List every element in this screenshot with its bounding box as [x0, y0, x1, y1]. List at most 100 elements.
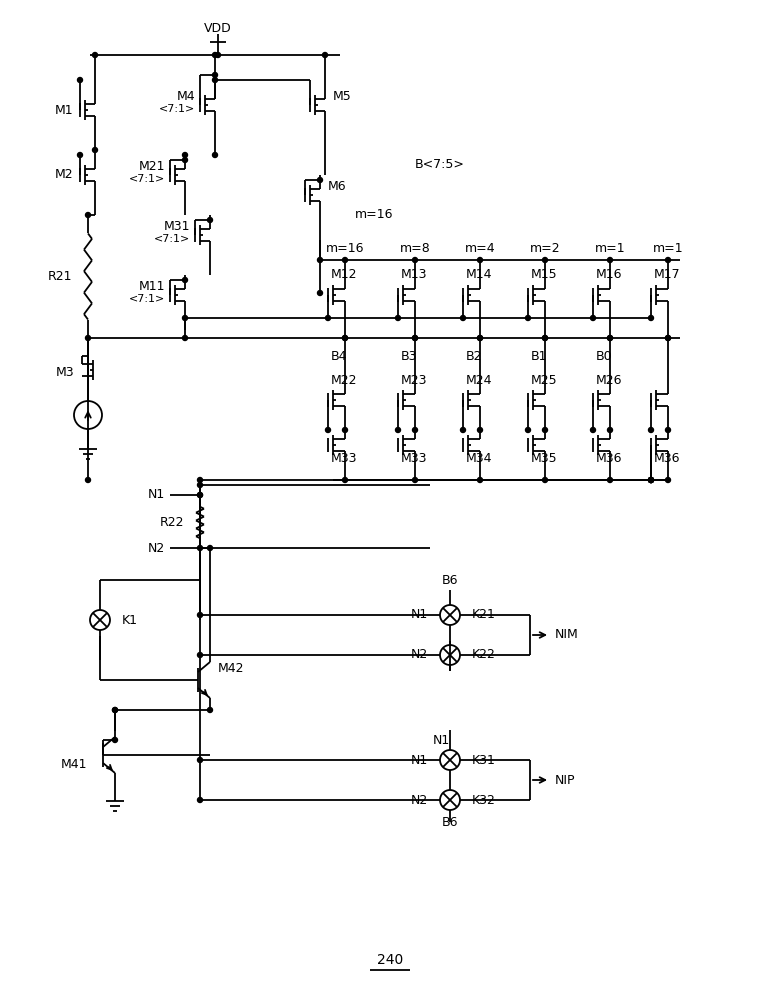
Circle shape — [342, 428, 348, 432]
Circle shape — [648, 478, 654, 483]
Text: M35: M35 — [531, 452, 557, 466]
Circle shape — [197, 546, 203, 550]
Circle shape — [113, 708, 117, 712]
Circle shape — [608, 257, 612, 262]
Text: B4: B4 — [331, 350, 347, 362]
Circle shape — [477, 336, 483, 340]
Text: K1: K1 — [122, 613, 138, 626]
Circle shape — [318, 290, 322, 296]
Text: M36: M36 — [596, 452, 622, 466]
Circle shape — [86, 213, 90, 218]
Circle shape — [86, 336, 90, 340]
Circle shape — [197, 492, 203, 497]
Circle shape — [207, 218, 213, 223]
Circle shape — [197, 483, 203, 488]
Text: M33: M33 — [331, 452, 358, 466]
Circle shape — [197, 652, 203, 658]
Circle shape — [665, 336, 671, 340]
Circle shape — [543, 428, 547, 432]
Circle shape — [342, 478, 348, 483]
Text: K31: K31 — [472, 754, 496, 766]
Circle shape — [197, 492, 203, 497]
Text: <7:1>: <7:1> — [129, 294, 165, 304]
Text: M16: M16 — [596, 268, 622, 282]
Text: M17: M17 — [654, 268, 681, 282]
Circle shape — [526, 428, 530, 432]
Text: M11: M11 — [139, 280, 165, 294]
Circle shape — [113, 708, 117, 712]
Circle shape — [608, 428, 612, 432]
Text: <7:1>: <7:1> — [159, 104, 195, 114]
Circle shape — [342, 336, 348, 340]
Text: M2: M2 — [55, 168, 73, 182]
Circle shape — [648, 478, 654, 483]
Circle shape — [213, 73, 217, 78]
Circle shape — [477, 257, 483, 262]
Text: B1: B1 — [530, 350, 547, 362]
Text: B6: B6 — [442, 816, 458, 828]
Text: B3: B3 — [401, 350, 417, 362]
Circle shape — [207, 708, 213, 712]
Circle shape — [197, 612, 203, 617]
Text: M13: M13 — [401, 268, 427, 282]
Text: m=1: m=1 — [594, 241, 625, 254]
Circle shape — [318, 178, 322, 182]
Circle shape — [543, 257, 547, 262]
Circle shape — [608, 336, 612, 340]
Circle shape — [78, 78, 82, 83]
Circle shape — [396, 316, 400, 320]
Circle shape — [325, 316, 331, 320]
Text: M22: M22 — [331, 373, 358, 386]
Text: M4: M4 — [177, 91, 195, 104]
Circle shape — [665, 428, 671, 432]
Text: M1: M1 — [55, 104, 73, 116]
Circle shape — [113, 738, 117, 742]
Circle shape — [183, 152, 187, 157]
Circle shape — [543, 336, 547, 340]
Circle shape — [197, 478, 203, 483]
Text: B6: B6 — [442, 574, 458, 586]
Circle shape — [648, 478, 654, 483]
Text: M42: M42 — [218, 662, 244, 674]
Text: N2: N2 — [411, 648, 428, 662]
Circle shape — [93, 52, 97, 57]
Circle shape — [93, 147, 97, 152]
Circle shape — [183, 277, 187, 282]
Circle shape — [183, 157, 187, 162]
Text: M34: M34 — [466, 452, 493, 466]
Text: M23: M23 — [401, 373, 427, 386]
Circle shape — [460, 428, 466, 432]
Circle shape — [78, 152, 82, 157]
Text: N1: N1 — [411, 754, 428, 766]
Text: m=16: m=16 — [355, 209, 393, 222]
Text: NIP: NIP — [555, 774, 575, 786]
Text: M26: M26 — [596, 373, 622, 386]
Circle shape — [477, 428, 483, 432]
Text: M5: M5 — [333, 91, 352, 104]
Text: N1: N1 — [148, 488, 165, 502]
Text: M3: M3 — [56, 365, 74, 378]
Text: M31: M31 — [163, 221, 190, 233]
Text: VDD: VDD — [204, 21, 232, 34]
Circle shape — [543, 336, 547, 340]
Circle shape — [412, 257, 418, 262]
Circle shape — [322, 52, 328, 57]
Text: <7:1>: <7:1> — [153, 234, 190, 244]
Circle shape — [648, 478, 654, 483]
Circle shape — [183, 336, 187, 340]
Circle shape — [342, 336, 348, 340]
Circle shape — [648, 478, 654, 483]
Text: m=1: m=1 — [653, 241, 683, 254]
Circle shape — [591, 316, 595, 320]
Text: M41: M41 — [60, 758, 87, 772]
Text: B<7:5>: B<7:5> — [415, 158, 465, 172]
Circle shape — [213, 78, 217, 83]
Text: K32: K32 — [472, 794, 496, 806]
Circle shape — [477, 478, 483, 483]
Circle shape — [318, 257, 322, 262]
Circle shape — [591, 428, 595, 432]
Circle shape — [213, 152, 217, 157]
Circle shape — [325, 428, 331, 432]
Circle shape — [216, 52, 221, 57]
Circle shape — [207, 546, 213, 550]
